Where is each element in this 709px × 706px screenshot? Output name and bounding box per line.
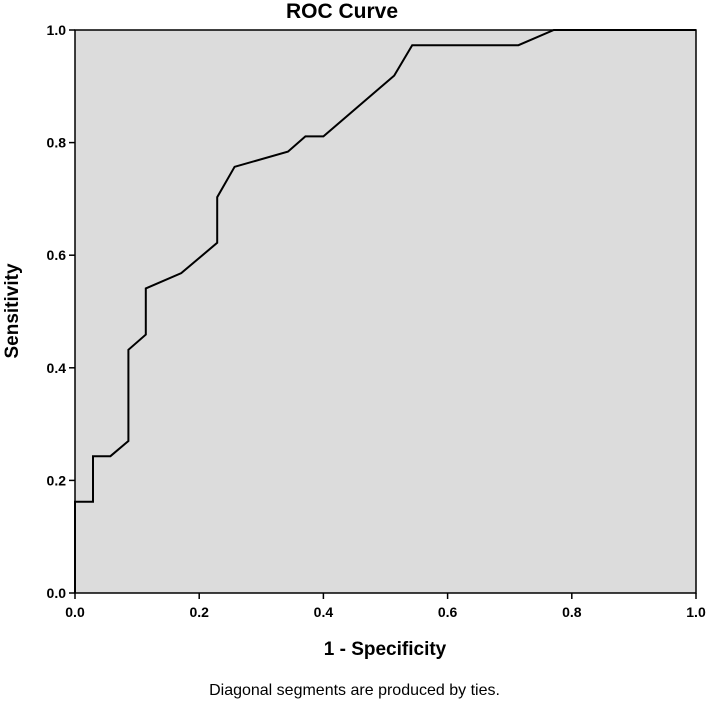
y-tick-label: 0.6 [47,247,67,263]
y-tick-label: 0.8 [47,135,67,151]
x-tick-label: 1.0 [686,604,706,620]
y-tick-label: 0.0 [47,585,67,601]
y-tick-label: 1.0 [47,22,67,38]
y-tick-label: 0.2 [47,472,67,488]
plot-frame [74,29,697,594]
plot-area [75,30,696,593]
footnote: Diagonal segments are produced by ties. [209,682,500,699]
chart-title: ROC Curve [286,0,398,23]
axis-ticks: 0.0 0.2 0.4 0.6 0.8 1.0 0.0 0.2 0.4 0.6 0.8 1.0 [47,22,706,620]
x-tick-label: 0.2 [189,604,209,620]
y-axis-label: Sensitivity [2,263,23,358]
x-tick-label: 0.4 [314,604,334,620]
x-axis-label: 1 - Specificity [324,639,447,660]
x-tick-label: 0.6 [438,604,458,620]
roc-curve-line [74,29,696,593]
x-tick-label: 0.8 [562,604,582,620]
y-tick-label: 0.4 [47,360,67,376]
x-tick-label: 0.0 [65,604,85,620]
